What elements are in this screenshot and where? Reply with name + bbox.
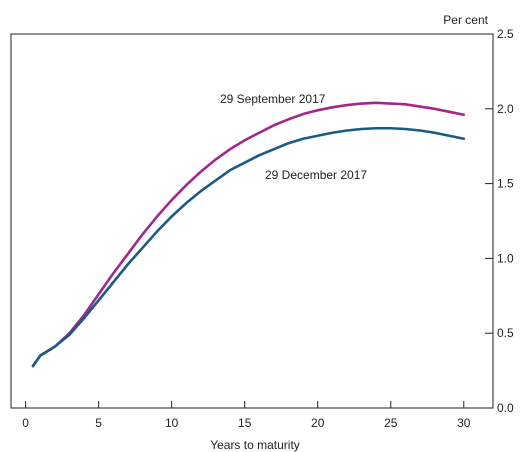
plot-area-frame	[10, 33, 494, 409]
y-axis-ticks: 0.0 0.5 1.0 1.5 2.0 2.5	[485, 27, 514, 415]
x-tick-label: 15	[238, 416, 252, 430]
x-tick-label: 20	[311, 416, 325, 430]
series-line-september-2017	[31, 101, 466, 368]
x-axis-title: Years to maturity	[210, 438, 300, 452]
y-tick-label: 0.0	[497, 401, 514, 415]
x-axis-ticks: 0 5 10 15 20 25 30	[22, 401, 471, 430]
series-lines	[31, 101, 466, 368]
y-tick-label: 1.0	[497, 251, 514, 265]
series-line-december-2017	[31, 126, 466, 368]
x-tick-label: 25	[384, 416, 398, 430]
annotation-september: 29 September 2017	[220, 92, 326, 106]
x-tick-label: 5	[95, 416, 102, 430]
y-tick-label: 2.5	[497, 27, 514, 41]
y-tick-label: 0.5	[497, 326, 514, 340]
y-axis-title: Per cent	[443, 13, 488, 27]
x-tick-label: 10	[165, 416, 179, 430]
y-tick-label: 2.0	[497, 102, 514, 116]
y-tick-label: 1.5	[497, 177, 514, 191]
x-tick-label: 30	[457, 416, 471, 430]
x-tick-label: 0	[22, 416, 29, 430]
annotation-december: 29 December 2017	[265, 168, 367, 182]
